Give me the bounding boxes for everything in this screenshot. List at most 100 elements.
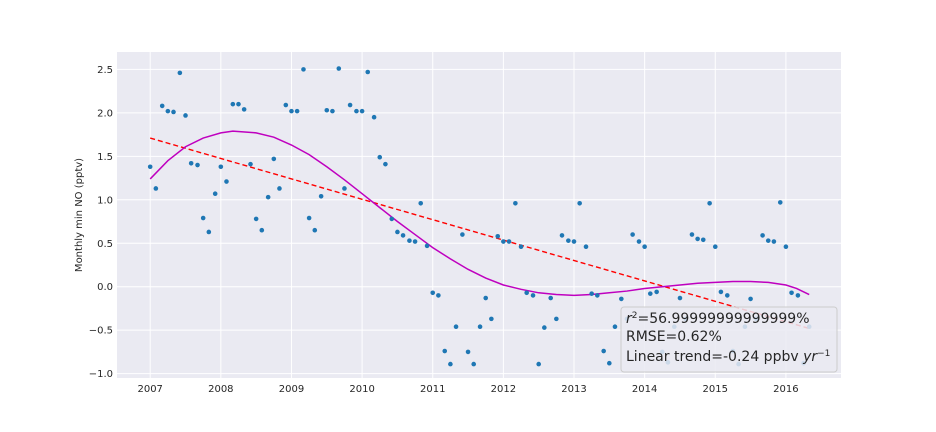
data-point	[460, 232, 465, 237]
data-point	[147, 164, 153, 170]
data-point	[330, 108, 335, 114]
y-tick-label: 1.0	[97, 195, 113, 206]
data-point	[306, 215, 312, 221]
data-point	[301, 67, 306, 72]
x-tick-label: 2016	[773, 384, 798, 395]
data-point	[424, 243, 430, 249]
data-point	[312, 227, 318, 233]
y-axis-tick-labels: −1.0 −0.5 0.0 0.5 1.0 1.5 2.0 2.5	[89, 65, 113, 380]
linear-trend-line	[150, 137, 810, 330]
data-point	[707, 200, 712, 206]
x-tick-label: 2010	[349, 384, 374, 395]
data-point	[642, 244, 647, 250]
data-point	[206, 229, 212, 235]
data-point	[677, 295, 683, 301]
annotation-box: r2=56.99999999999999% RMSE=0.62% Linear …	[620, 306, 838, 373]
data-point	[448, 361, 453, 367]
data-point	[530, 293, 536, 298]
data-point	[789, 290, 794, 296]
data-point	[548, 295, 553, 301]
x-tick-label: 2013	[561, 384, 586, 395]
data-point	[689, 232, 695, 237]
data-point	[318, 194, 324, 199]
data-point	[271, 156, 277, 162]
data-point	[748, 296, 753, 302]
data-point	[577, 200, 582, 206]
data-point	[283, 102, 289, 108]
data-point	[324, 107, 330, 113]
series	[147, 66, 812, 367]
data-point	[377, 154, 383, 160]
data-point	[542, 325, 547, 330]
data-point	[418, 200, 424, 206]
data-point	[195, 162, 200, 168]
data-point	[601, 348, 606, 354]
data-point	[554, 316, 559, 322]
data-point	[183, 113, 188, 118]
data-point	[265, 194, 271, 200]
data-point	[724, 293, 730, 298]
data-point	[571, 239, 577, 244]
data-point	[248, 161, 253, 167]
data-point	[595, 293, 600, 298]
y-tick-label: −1.0	[89, 369, 113, 380]
data-point	[536, 361, 541, 367]
data-point	[524, 290, 529, 296]
x-tick-label: 2014	[632, 384, 657, 395]
data-point	[712, 244, 718, 250]
data-point	[342, 186, 347, 191]
data-point	[224, 179, 229, 184]
data-point	[383, 161, 388, 167]
data-point	[495, 233, 501, 239]
annotation-rmse: RMSE=0.62%	[626, 329, 722, 345]
data-point	[354, 108, 359, 114]
data-point	[236, 101, 241, 107]
data-point	[760, 233, 765, 238]
data-point	[619, 296, 624, 302]
data-point	[241, 107, 247, 112]
x-tick-label: 2007	[137, 384, 162, 395]
data-point	[589, 291, 594, 296]
data-point	[159, 103, 165, 109]
data-point	[289, 108, 294, 114]
y-tick-label: 2.5	[97, 65, 113, 76]
data-point	[700, 237, 706, 243]
y-tick-label: 2.0	[97, 108, 113, 119]
data-point	[636, 239, 642, 244]
data-point	[188, 160, 194, 166]
data-point	[559, 233, 565, 238]
y-tick-label: 1.5	[97, 152, 113, 163]
data-point	[518, 244, 524, 250]
data-point	[436, 293, 441, 298]
data-point	[647, 291, 653, 296]
x-tick-label: 2011	[420, 384, 445, 395]
data-point	[483, 295, 489, 301]
data-point	[294, 108, 300, 114]
data-point	[583, 244, 589, 250]
data-point	[347, 102, 353, 108]
data-point	[607, 360, 612, 366]
data-point	[400, 233, 406, 238]
data-point	[771, 239, 777, 244]
data-point	[153, 186, 159, 191]
data-point	[695, 236, 700, 242]
data-point	[359, 108, 365, 114]
x-tick-label: 2008	[208, 384, 233, 395]
data-point	[795, 293, 801, 298]
data-point	[412, 239, 418, 244]
grid	[117, 52, 841, 378]
data-point	[506, 239, 512, 244]
data-point	[371, 114, 377, 120]
data-point	[765, 238, 771, 243]
data-point	[171, 109, 176, 115]
data-point	[253, 216, 259, 222]
data-point	[177, 70, 183, 76]
y-axis-label: Monthly min NO (pptv)	[74, 158, 85, 272]
data-point	[389, 216, 395, 222]
x-tick-label: 2015	[703, 384, 728, 395]
data-point	[165, 108, 171, 114]
data-point	[654, 289, 659, 295]
data-point	[630, 232, 635, 237]
data-point	[465, 349, 471, 355]
